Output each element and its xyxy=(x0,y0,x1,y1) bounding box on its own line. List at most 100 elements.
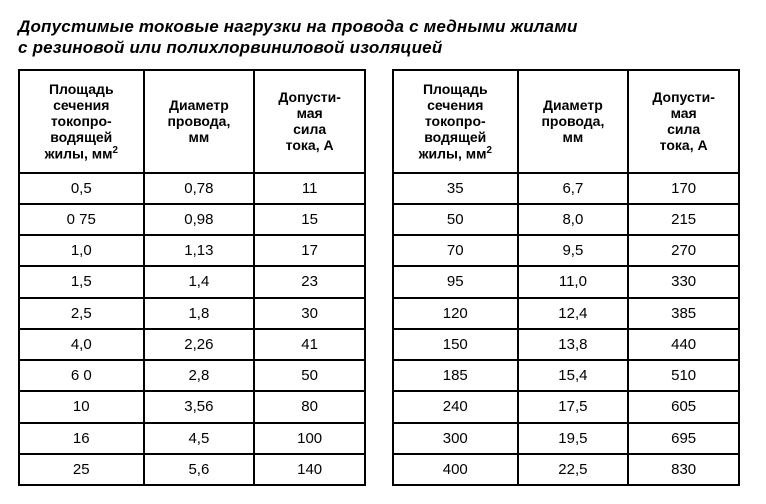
cell: 0,78 xyxy=(144,173,255,204)
table-row: 6 02,850 xyxy=(19,360,365,391)
cell: 10 xyxy=(19,391,144,422)
cell: 15,4 xyxy=(518,360,629,391)
table-row: 18515,4510 xyxy=(393,360,739,391)
cell: 25 xyxy=(19,454,144,485)
cell: 300 xyxy=(393,423,518,454)
hdr-text: провода, xyxy=(167,113,230,129)
cell: 0,5 xyxy=(19,173,144,204)
cell: 4,5 xyxy=(144,423,255,454)
cell: 0 75 xyxy=(19,204,144,235)
cell: 1,4 xyxy=(144,266,255,297)
table-row: 12012,4385 xyxy=(393,298,739,329)
cell: 140 xyxy=(254,454,365,485)
header-area: Площадь сечения токопро- водящей жилы, м… xyxy=(19,70,144,173)
cell: 330 xyxy=(628,266,739,297)
cell: 1,5 xyxy=(19,266,144,297)
cell: 1,0 xyxy=(19,235,144,266)
table-row: 1,01,1317 xyxy=(19,235,365,266)
cell: 70 xyxy=(393,235,518,266)
table-row: 356,7170 xyxy=(393,173,739,204)
hdr-text: провода, xyxy=(541,113,604,129)
cell: 695 xyxy=(628,423,739,454)
table-right: Площадь сечения токопро- водящей жилы, м… xyxy=(392,69,740,487)
table-left: Площадь сечения токопро- водящей жилы, м… xyxy=(18,69,366,487)
cell: 12,4 xyxy=(518,298,629,329)
cell: 8,0 xyxy=(518,204,629,235)
header-current: Допусти- мая сила тока, А xyxy=(254,70,365,173)
cell: 6,7 xyxy=(518,173,629,204)
hdr-text: Допусти- xyxy=(652,89,715,105)
cell: 16 xyxy=(19,423,144,454)
table-row: 4,02,2641 xyxy=(19,329,365,360)
table-row: 164,5100 xyxy=(19,423,365,454)
cell: 6 0 xyxy=(19,360,144,391)
table-left-body: 0,50,78110 750,98151,01,13171,51,4232,51… xyxy=(19,173,365,486)
cell: 0,98 xyxy=(144,204,255,235)
hdr-text: мая xyxy=(297,105,323,121)
cell: 5,6 xyxy=(144,454,255,485)
hdr-text: токопро- xyxy=(51,113,112,129)
cell: 95 xyxy=(393,266,518,297)
cell: 510 xyxy=(628,360,739,391)
cell: 23 xyxy=(254,266,365,297)
page-title: Допустимые токовые нагрузки на провода с… xyxy=(18,16,748,59)
cell: 440 xyxy=(628,329,739,360)
cell: 830 xyxy=(628,454,739,485)
hdr-text: Площадь xyxy=(49,81,114,97)
hdr-text: сила xyxy=(293,121,326,137)
cell: 1,8 xyxy=(144,298,255,329)
cell: 605 xyxy=(628,391,739,422)
cell: 385 xyxy=(628,298,739,329)
table-right-body: 356,7170508,0215709,52709511,033012012,4… xyxy=(393,173,739,486)
hdr-text: мая xyxy=(671,105,697,121)
cell: 30 xyxy=(254,298,365,329)
cell: 4,0 xyxy=(19,329,144,360)
title-line-2: с резиновой или полихлорвиниловой изоляц… xyxy=(18,38,442,57)
hdr-text: мм xyxy=(189,129,210,145)
hdr-text: токопро- xyxy=(425,113,486,129)
cell: 150 xyxy=(393,329,518,360)
cell: 3,56 xyxy=(144,391,255,422)
header-diameter: Диаметр провода, мм xyxy=(144,70,255,173)
cell: 35 xyxy=(393,173,518,204)
table-row: 0,50,7811 xyxy=(19,173,365,204)
cell: 22,5 xyxy=(518,454,629,485)
cell: 11,0 xyxy=(518,266,629,297)
hdr-sup: 2 xyxy=(486,145,491,156)
table-row: 508,0215 xyxy=(393,204,739,235)
table-row: 9511,0330 xyxy=(393,266,739,297)
hdr-text: Площадь xyxy=(423,81,488,97)
hdr-text: жилы, мм xyxy=(419,146,487,162)
hdr-text: водящей xyxy=(50,129,112,145)
table-row: 24017,5605 xyxy=(393,391,739,422)
table-header-row: Площадь сечения токопро- водящей жилы, м… xyxy=(393,70,739,173)
table-row: 1,51,423 xyxy=(19,266,365,297)
cell: 185 xyxy=(393,360,518,391)
table-row: 0 750,9815 xyxy=(19,204,365,235)
hdr-text: Диаметр xyxy=(543,97,603,113)
cell: 1,13 xyxy=(144,235,255,266)
header-diameter: Диаметр провода, мм xyxy=(518,70,629,173)
cell: 240 xyxy=(393,391,518,422)
hdr-sup: 2 xyxy=(112,145,117,156)
hdr-text: сечения xyxy=(427,97,483,113)
table-row: 709,5270 xyxy=(393,235,739,266)
table-row: 255,6140 xyxy=(19,454,365,485)
cell: 2,26 xyxy=(144,329,255,360)
hdr-text: мм xyxy=(563,129,584,145)
cell: 400 xyxy=(393,454,518,485)
cell: 80 xyxy=(254,391,365,422)
cell: 270 xyxy=(628,235,739,266)
hdr-text: тока, А xyxy=(286,137,334,153)
table-row: 103,5680 xyxy=(19,391,365,422)
cell: 100 xyxy=(254,423,365,454)
table-row: 15013,8440 xyxy=(393,329,739,360)
table-header-row: Площадь сечения токопро- водящей жилы, м… xyxy=(19,70,365,173)
table-row: 30019,5695 xyxy=(393,423,739,454)
tables-container: Площадь сечения токопро- водящей жилы, м… xyxy=(18,69,748,487)
cell: 170 xyxy=(628,173,739,204)
cell: 215 xyxy=(628,204,739,235)
cell: 120 xyxy=(393,298,518,329)
cell: 11 xyxy=(254,173,365,204)
cell: 50 xyxy=(254,360,365,391)
